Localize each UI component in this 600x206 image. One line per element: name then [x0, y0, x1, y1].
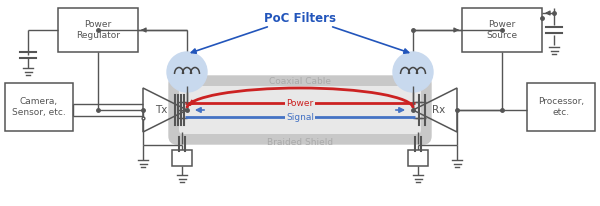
Text: Processor,
etc.: Processor, etc. — [538, 97, 584, 117]
Bar — [408, 150, 428, 166]
Text: Braided Shield: Braided Shield — [267, 138, 333, 147]
Text: Power
Source: Power Source — [487, 20, 518, 40]
Bar — [462, 8, 542, 52]
Circle shape — [167, 52, 207, 92]
Circle shape — [393, 52, 433, 92]
Text: Camera,
Sensor, etc.: Camera, Sensor, etc. — [12, 97, 66, 117]
Bar — [5, 83, 73, 131]
Text: Power
Regulator: Power Regulator — [76, 20, 120, 40]
Text: Coaxial Cable: Coaxial Cable — [269, 77, 331, 86]
FancyBboxPatch shape — [169, 76, 431, 144]
Text: Tx: Tx — [155, 105, 167, 115]
Bar — [172, 150, 192, 166]
Text: Signal: Signal — [286, 112, 314, 122]
Text: Power: Power — [286, 98, 314, 108]
Bar — [527, 83, 595, 131]
Text: Rx: Rx — [433, 105, 446, 115]
FancyBboxPatch shape — [179, 86, 421, 134]
Bar — [58, 8, 138, 52]
Text: PoC Filters: PoC Filters — [264, 12, 336, 25]
